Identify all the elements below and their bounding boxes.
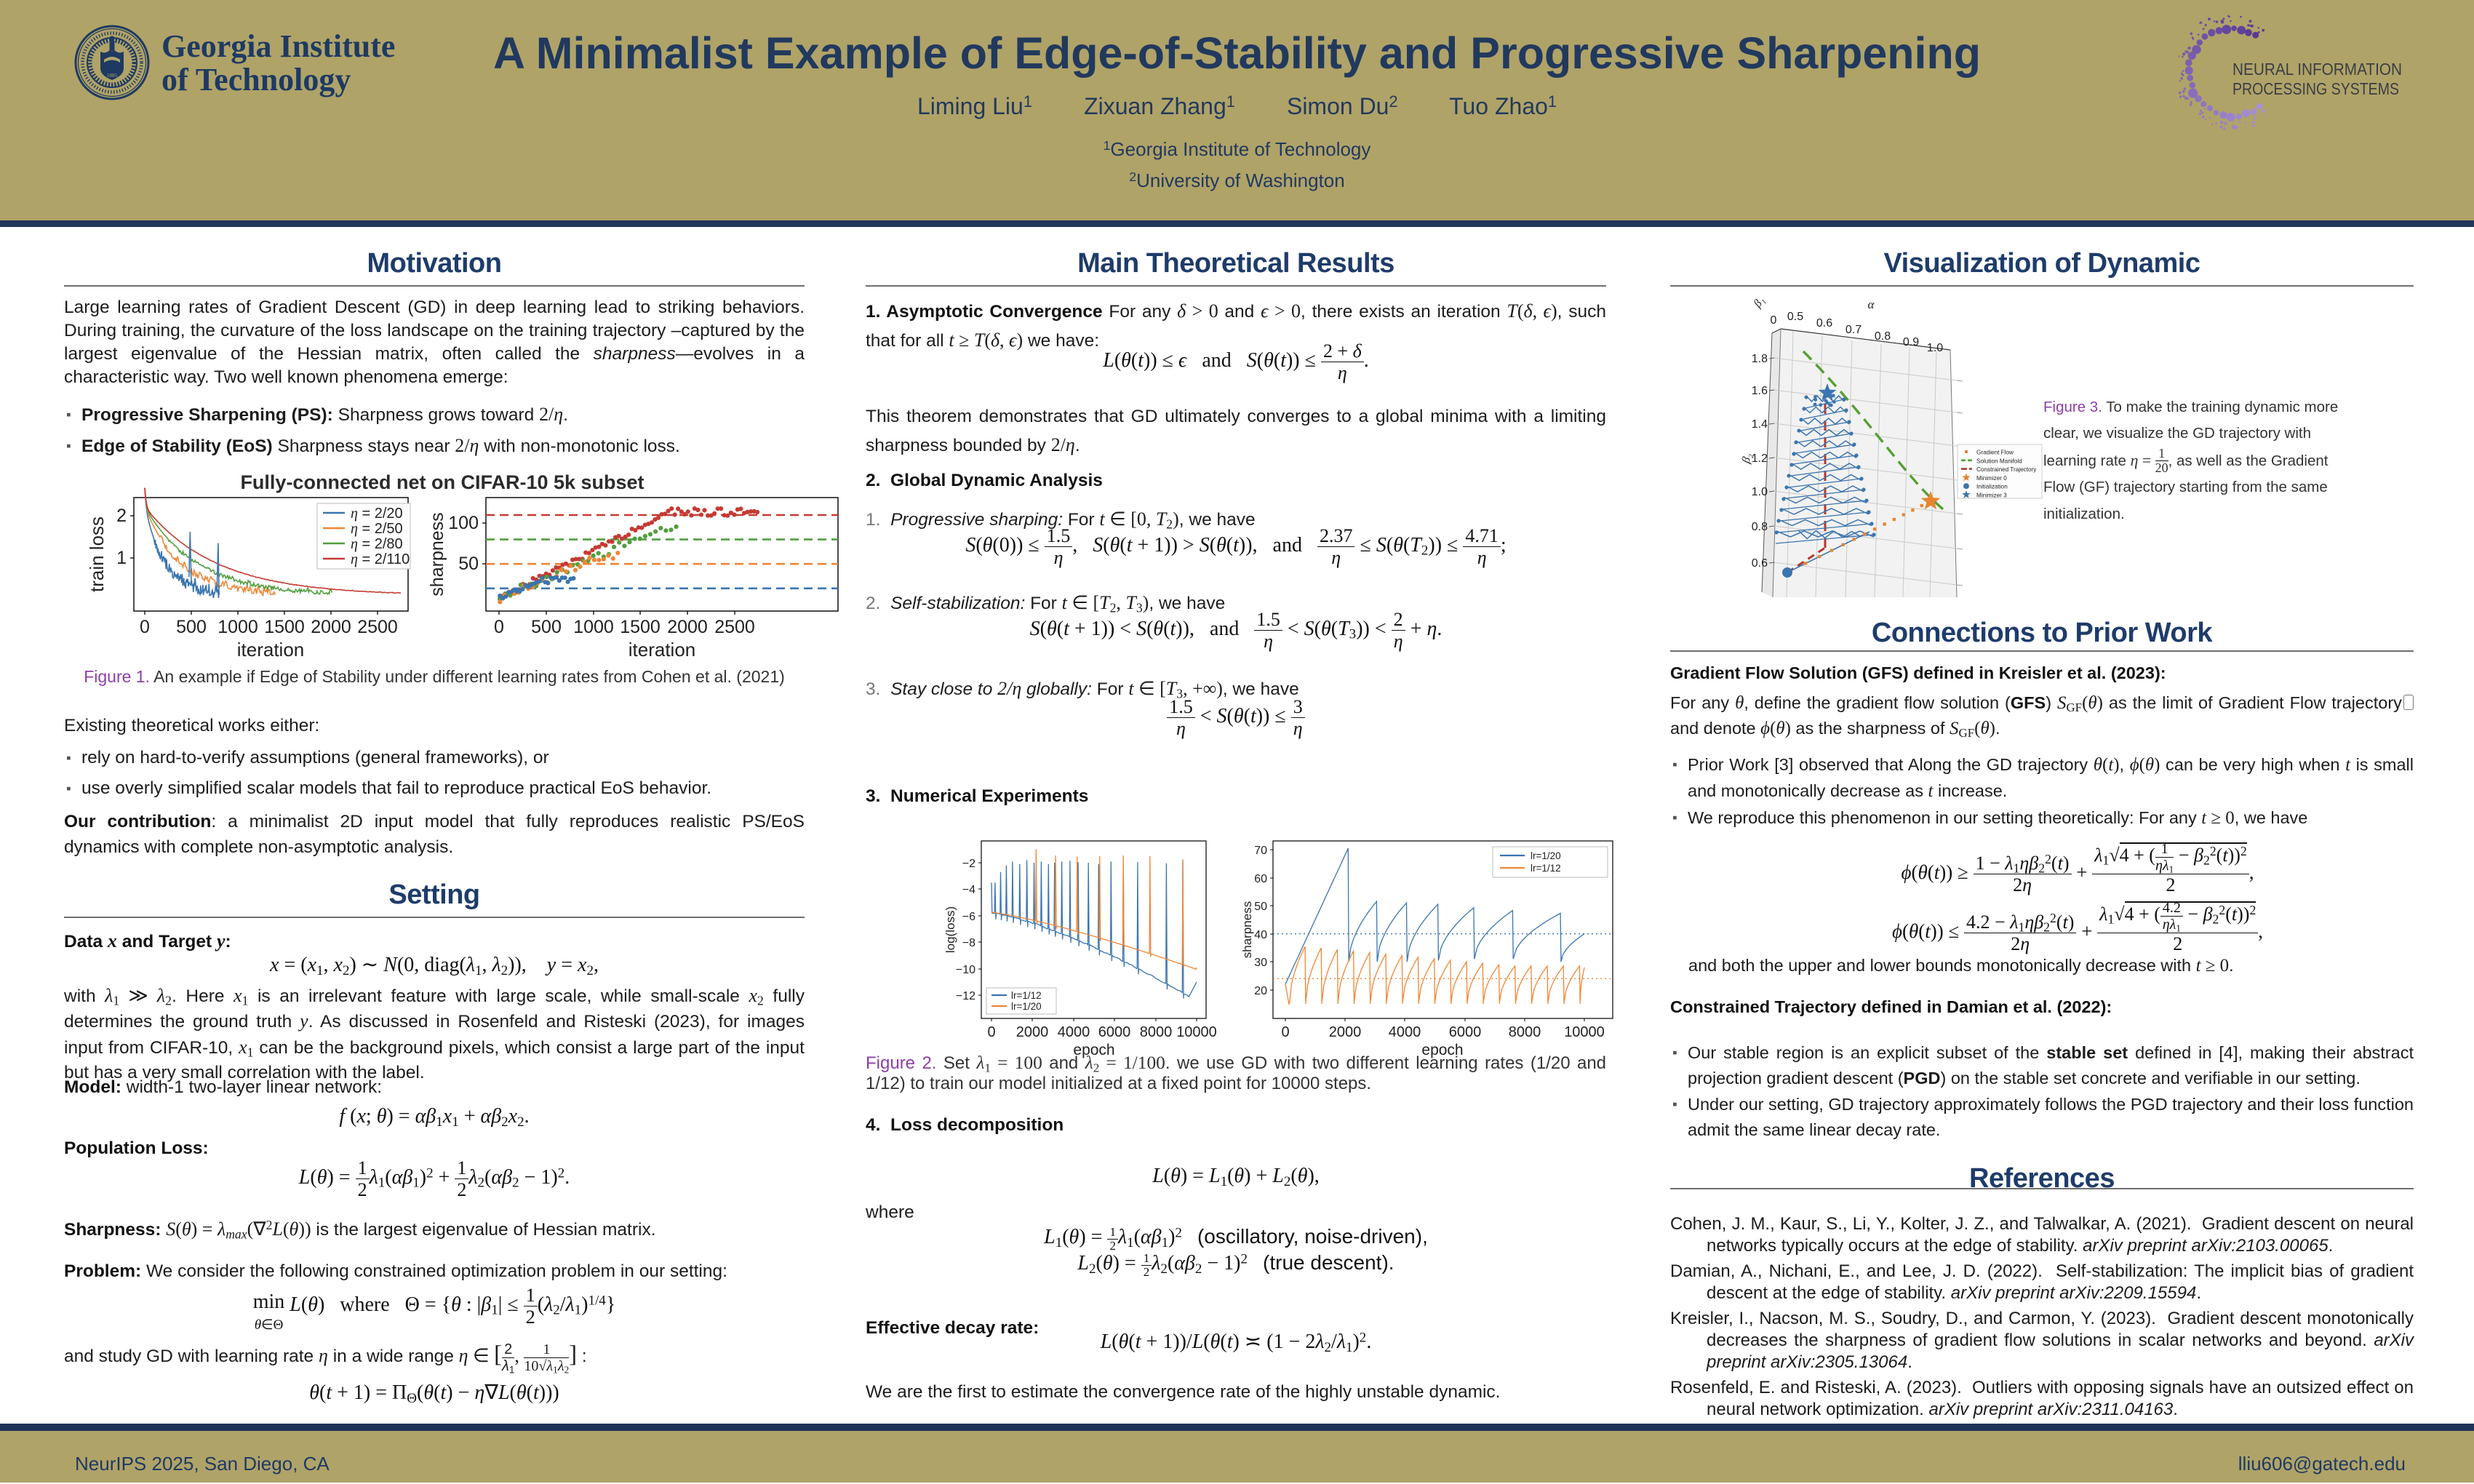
svg-text:η = 2/80: η = 2/80 bbox=[351, 536, 403, 552]
svg-text:η = 2/50: η = 2/50 bbox=[351, 521, 403, 537]
svg-text:40: 40 bbox=[1254, 929, 1267, 941]
svg-text:2000: 2000 bbox=[311, 617, 351, 637]
svg-text:lr=1/12: lr=1/12 bbox=[1531, 863, 1561, 874]
svg-text:Initialization: Initialization bbox=[1976, 484, 2008, 490]
svg-text:10000: 10000 bbox=[1176, 1024, 1217, 1040]
svg-text:0.5: 0.5 bbox=[1787, 311, 1803, 323]
svg-text:−2: −2 bbox=[962, 858, 975, 870]
svg-text:2000: 2000 bbox=[1329, 1024, 1362, 1040]
svg-text:log(loss): log(loss) bbox=[943, 906, 957, 953]
svg-text:500: 500 bbox=[176, 617, 207, 637]
svg-text:iteration: iteration bbox=[237, 639, 305, 661]
svg-text:of Technology: of Technology bbox=[161, 62, 351, 97]
svg-text:sharpness: sharpness bbox=[1240, 901, 1254, 958]
svg-text:−6: −6 bbox=[962, 911, 975, 923]
svg-text:Minimizer 3: Minimizer 3 bbox=[1976, 492, 2007, 499]
svg-text:50: 50 bbox=[1254, 901, 1267, 913]
svg-text:0.7: 0.7 bbox=[1845, 324, 1862, 336]
svg-text:Constrained Trajectory: Constrained Trajectory bbox=[1976, 466, 2037, 473]
svg-text:η = 2/110: η = 2/110 bbox=[351, 551, 410, 567]
svg-text:500: 500 bbox=[531, 617, 562, 637]
svg-text:lr=1/20: lr=1/20 bbox=[1011, 1001, 1042, 1012]
svg-text:0: 0 bbox=[494, 617, 504, 637]
svg-text:β₂: β₂ bbox=[1740, 452, 1755, 466]
svg-text:lr=1/20: lr=1/20 bbox=[1531, 850, 1561, 861]
svg-text:β₁: β₁ bbox=[1751, 295, 1767, 311]
svg-text:−4: −4 bbox=[962, 884, 975, 896]
svg-text:2500: 2500 bbox=[714, 617, 755, 637]
svg-text:0: 0 bbox=[140, 617, 150, 637]
svg-text:Gradient Flow: Gradient Flow bbox=[1976, 450, 2014, 456]
svg-text:8000: 8000 bbox=[1509, 1024, 1541, 1040]
svg-text:1000: 1000 bbox=[573, 617, 614, 637]
svg-text:6000: 6000 bbox=[1449, 1024, 1482, 1040]
svg-text:2000: 2000 bbox=[667, 617, 708, 637]
svg-text:0: 0 bbox=[1281, 1024, 1289, 1040]
svg-text:6000: 6000 bbox=[1098, 1024, 1131, 1040]
svg-text:−10: −10 bbox=[956, 964, 975, 976]
svg-text:epoch: epoch bbox=[1421, 1042, 1463, 1058]
svg-text:20: 20 bbox=[1254, 985, 1267, 997]
svg-text:30: 30 bbox=[1254, 957, 1267, 969]
svg-text:4000: 4000 bbox=[1389, 1024, 1421, 1040]
svg-text:iteration: iteration bbox=[629, 639, 696, 661]
svg-text:0.6: 0.6 bbox=[1816, 317, 1832, 330]
svg-text:−8: −8 bbox=[962, 937, 975, 949]
svg-text:lr=1/12: lr=1/12 bbox=[1011, 990, 1042, 1001]
svg-text:50: 50 bbox=[458, 554, 479, 574]
svg-text:sharpness: sharpness bbox=[427, 512, 447, 596]
svg-text:2500: 2500 bbox=[357, 617, 398, 637]
svg-text:1.0: 1.0 bbox=[1752, 486, 1768, 498]
svg-text:0: 0 bbox=[1771, 314, 1777, 327]
svg-text:4000: 4000 bbox=[1058, 1024, 1090, 1040]
svg-text:1: 1 bbox=[116, 548, 127, 568]
svg-text:2000: 2000 bbox=[1016, 1024, 1049, 1040]
svg-text:0.9: 0.9 bbox=[1903, 336, 1919, 348]
svg-text:100: 100 bbox=[448, 513, 479, 533]
svg-text:0.8: 0.8 bbox=[1875, 330, 1891, 343]
svg-text:η = 2/20: η = 2/20 bbox=[351, 506, 403, 522]
svg-text:Solution Manifold: Solution Manifold bbox=[1976, 458, 2022, 464]
svg-text:0: 0 bbox=[987, 1024, 995, 1040]
svg-text:1.0: 1.0 bbox=[1927, 342, 1943, 354]
svg-text:Fully-connected net on CIFAR-1: Fully-connected net on CIFAR-10 5k subse… bbox=[240, 471, 644, 493]
svg-text:2: 2 bbox=[116, 506, 127, 526]
svg-text:1.4: 1.4 bbox=[1752, 418, 1768, 431]
svg-text:train loss: train loss bbox=[87, 516, 108, 592]
svg-text:60: 60 bbox=[1254, 873, 1267, 885]
svg-text:1.8: 1.8 bbox=[1752, 353, 1768, 365]
svg-text:−12: −12 bbox=[956, 990, 975, 1002]
svg-text:Minimizer 0: Minimizer 0 bbox=[1976, 475, 2007, 482]
svg-text:70: 70 bbox=[1254, 845, 1267, 857]
svg-text:1500: 1500 bbox=[620, 617, 661, 637]
svg-text:10000: 10000 bbox=[1564, 1024, 1605, 1040]
svg-text:1500: 1500 bbox=[264, 617, 305, 637]
svg-text:NEURAL INFORMATION: NEURAL INFORMATION bbox=[2232, 60, 2402, 79]
svg-text:1.2: 1.2 bbox=[1752, 452, 1768, 465]
svg-text:epoch: epoch bbox=[1073, 1042, 1114, 1058]
svg-text:0.8: 0.8 bbox=[1752, 521, 1768, 533]
svg-text:1000: 1000 bbox=[218, 617, 258, 637]
svg-text:Georgia Institute: Georgia Institute bbox=[161, 28, 395, 64]
svg-text:0.6: 0.6 bbox=[1752, 557, 1768, 570]
svg-text:1885: 1885 bbox=[107, 73, 118, 79]
svg-text:α: α bbox=[1868, 298, 1875, 311]
svg-text:1.6: 1.6 bbox=[1752, 385, 1768, 397]
svg-text:8000: 8000 bbox=[1140, 1024, 1173, 1040]
svg-text:PROCESSING SYSTEMS: PROCESSING SYSTEMS bbox=[2232, 79, 2399, 98]
